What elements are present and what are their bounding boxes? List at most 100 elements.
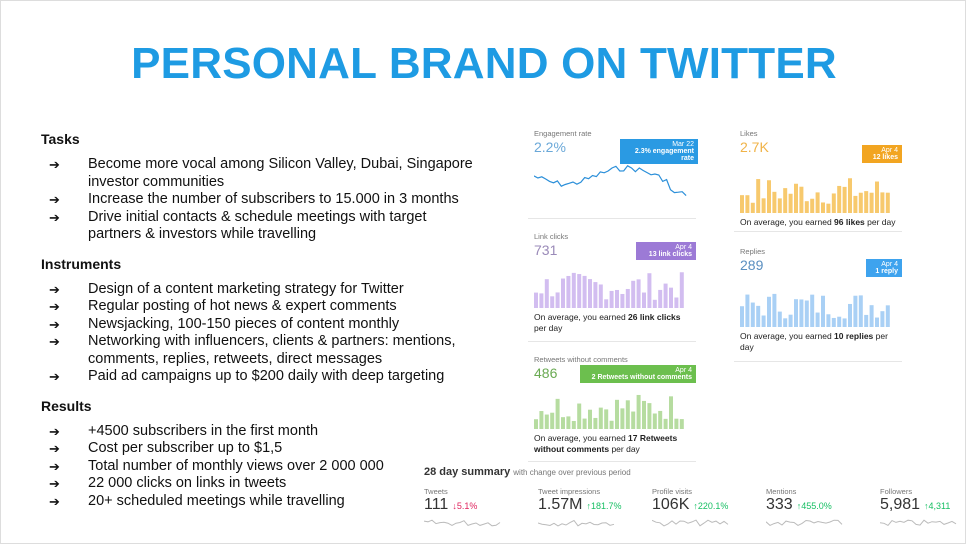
footnote-bold: 26 link clicks <box>628 312 681 322</box>
card-label: Engagement rate <box>534 129 592 138</box>
spark-mark <box>869 192 874 213</box>
spark-mark <box>756 179 761 213</box>
spark-mark <box>674 418 679 429</box>
metric-row: 1.57M ↑181.7% <box>538 496 650 514</box>
tooltip-text: 1 reply <box>875 268 898 275</box>
metric-value: 1.57M <box>538 496 583 513</box>
spark-mark <box>885 305 890 327</box>
metric-change: ↓5.1% <box>452 501 478 511</box>
spark-mark <box>652 299 657 308</box>
footnote-text: On average, you earned <box>534 433 629 443</box>
spark-mark <box>534 292 538 308</box>
spark-mark <box>831 193 836 213</box>
spark-mark <box>593 282 598 308</box>
spark-mark <box>826 203 831 213</box>
footnote-text: per day <box>740 331 888 352</box>
spark-mark <box>869 305 874 327</box>
tooltip-date: Apr 4 <box>675 244 692 251</box>
card-value: 2.7K <box>740 139 769 155</box>
spark-mark <box>647 273 652 308</box>
spark-mark <box>837 316 842 327</box>
spark-mark <box>821 295 825 327</box>
spark-mark <box>864 191 869 213</box>
summary-title: 28 day summary with change over previous… <box>424 466 631 478</box>
spark-mark <box>772 293 777 327</box>
list-item: Increase the number of subscribers to 15… <box>41 191 478 209</box>
spark-mark <box>794 299 798 327</box>
spark-mark <box>799 299 804 327</box>
summary-heading: 28 day summary <box>424 466 511 478</box>
section: Tasks Become more vocal among Silicon Val… <box>41 131 481 244</box>
section-heading: Results <box>41 397 92 414</box>
spark-mark <box>875 317 879 327</box>
spark-mark <box>740 306 744 327</box>
sparkline <box>534 165 687 197</box>
sparkline <box>879 519 957 527</box>
spark-mark <box>848 303 852 327</box>
spark-mark <box>631 280 636 308</box>
sparkline <box>534 394 684 429</box>
card-value: 2.2% <box>534 139 566 155</box>
spark-mark <box>642 292 646 308</box>
spark-mark <box>663 418 668 429</box>
spark-mark <box>609 290 614 308</box>
spark-mark <box>620 408 625 429</box>
spark-mark <box>609 420 614 429</box>
footnote-text: On average, you earned <box>534 312 629 322</box>
sparkline <box>765 519 843 526</box>
metric-row: 333 ↑455.0% <box>766 496 878 514</box>
spark-mark <box>810 198 815 213</box>
list-item: 20+ scheduled meetings while travelling <box>41 493 478 511</box>
spark-mark <box>423 519 501 527</box>
tooltip-text: 2.3% engagement rate <box>634 148 694 162</box>
spark-mark <box>631 411 636 429</box>
spark-mark <box>765 519 843 526</box>
spark-mark <box>842 318 847 327</box>
spark-mark <box>794 183 798 213</box>
spark-mark <box>537 519 615 527</box>
list-item: Newsjacking, 100-150 pieces of content m… <box>41 316 478 334</box>
section-heading: Tasks <box>41 131 80 147</box>
list-item: Cost per subscriber up to $1,5 <box>41 440 478 458</box>
list-item: Design of a content marketing strategy f… <box>41 281 478 299</box>
section: Results +4500 subscribers in the first mo… <box>41 398 481 511</box>
spark-mark <box>561 417 565 429</box>
spark-mark <box>777 198 782 213</box>
spark-mark <box>550 296 555 308</box>
spark-mark <box>571 420 576 429</box>
spark-mark <box>848 178 852 213</box>
tooltip-date: Apr 4 <box>675 367 692 374</box>
metric: Tweets 111 ↓5.1% <box>423 487 536 533</box>
spark-mark <box>804 201 809 213</box>
spark-mark <box>620 293 625 308</box>
spark-mark <box>593 417 598 429</box>
spark-mark <box>669 396 673 429</box>
list-item: Drive initial contacts & schedule meetin… <box>41 209 478 244</box>
sparkline <box>740 178 890 213</box>
list-item: 22 000 clicks on links in tweets <box>41 475 478 493</box>
spark-mark <box>674 297 679 308</box>
analytics-card: Link clicks 731 Apr 4 13 link clicks On aver… <box>528 226 696 342</box>
spark-mark <box>750 302 755 327</box>
spark-mark <box>679 419 684 429</box>
metric-label: Tweets <box>424 487 448 496</box>
spark-mark <box>745 294 750 327</box>
tooltip-text: 2 Retweets without comments <box>591 374 692 381</box>
spark-mark <box>588 279 592 308</box>
metric: Tweet impressions 1.57M ↑181.7% <box>537 487 650 533</box>
spark-mark <box>604 409 609 429</box>
section: Instruments Design of a content marketing… <box>41 256 481 386</box>
spark-mark <box>604 299 609 308</box>
tooltip-date: Mar 22 <box>672 141 694 148</box>
sparkline <box>740 293 890 327</box>
spark-mark <box>821 202 825 213</box>
slide-title: PERSONAL BRAND ON TWITTER <box>131 39 837 88</box>
spark-mark <box>853 195 858 213</box>
metric: Followers 5,981 ↑4,311 <box>879 487 965 533</box>
card-footnote: On average, you earned 26 link clicks pe… <box>534 312 692 334</box>
text-column: Tasks Become more vocal among Silicon Val… <box>41 131 481 522</box>
list-item: Networking with influencers, clients & p… <box>41 333 478 368</box>
metric: Profile visits 106K ↑220.1% <box>651 487 764 533</box>
spark-mark <box>588 409 592 429</box>
